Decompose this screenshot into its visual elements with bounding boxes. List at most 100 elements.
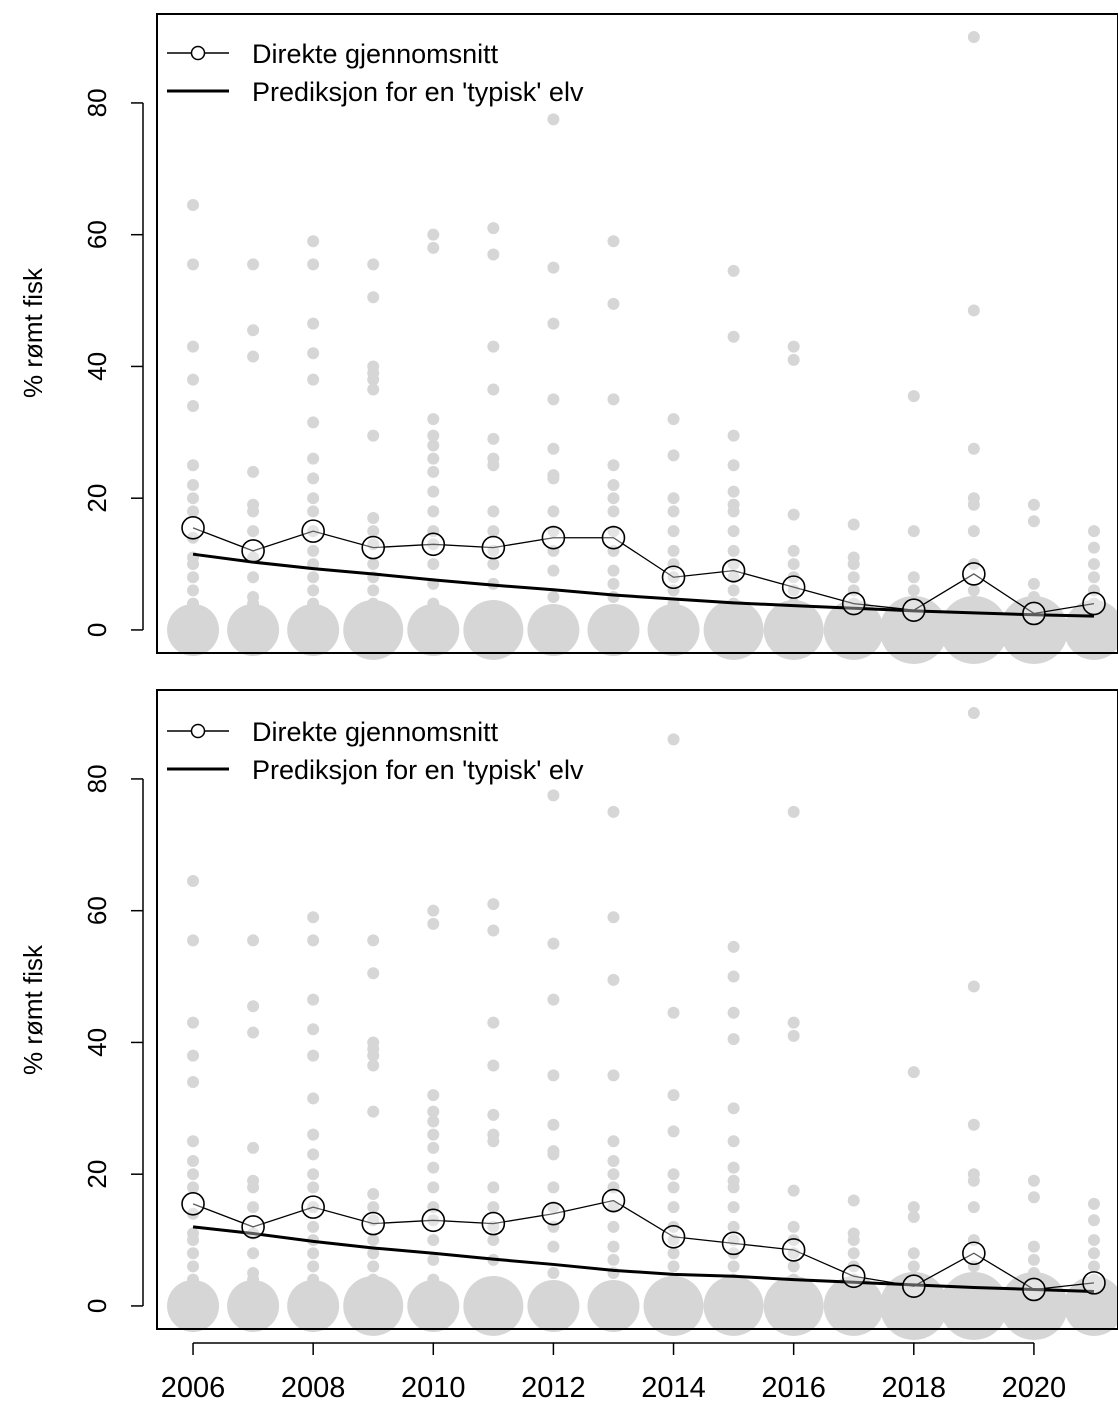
mean-marker (421, 532, 446, 557)
data-point (967, 498, 980, 511)
zero-cluster-point (287, 603, 340, 656)
data-point (607, 1220, 620, 1233)
data-point (247, 1000, 260, 1013)
data-point (667, 1089, 680, 1102)
data-point (1087, 1260, 1100, 1273)
data-point (607, 911, 620, 924)
data-point (547, 1267, 560, 1280)
mean-marker (301, 1195, 325, 1219)
data-point (187, 1207, 200, 1220)
data-point (367, 967, 380, 980)
data-point (247, 505, 260, 518)
data-point (667, 449, 680, 462)
legend: Direkte gjennomsnitt Prediksjon for en '… (167, 39, 584, 107)
data-point (307, 1148, 320, 1161)
mean-marker (301, 519, 325, 543)
mean-marker (661, 565, 686, 590)
data-point (247, 1181, 260, 1194)
data-point (187, 1049, 200, 1062)
data-point (907, 584, 920, 597)
data-point (787, 1184, 800, 1197)
data-point (967, 31, 980, 44)
data-point (787, 1029, 800, 1042)
mean-marker (241, 1215, 265, 1239)
x-tick-label: 2010 (401, 1372, 466, 1403)
data-point (427, 228, 440, 241)
data-point (967, 442, 980, 455)
data-point (547, 1118, 560, 1131)
data-point (667, 525, 680, 538)
data-point (367, 1105, 380, 1118)
data-point (907, 1066, 920, 1079)
plot-frame (156, 689, 1118, 1330)
data-point (307, 505, 320, 518)
data-point (727, 330, 740, 343)
legend: Direkte gjennomsnitt Prediksjon for en '… (167, 717, 584, 785)
y-tick-label: 20 (82, 484, 112, 513)
data-point (187, 934, 200, 947)
data-point (787, 1220, 800, 1233)
y-axis-ticks: 0 20 40 60 80 (82, 88, 144, 637)
data-point (427, 1105, 440, 1118)
data-point (667, 1260, 680, 1273)
zero-cluster-point (643, 1275, 704, 1336)
zero-cluster-point (823, 1275, 884, 1336)
data-point (187, 1016, 200, 1029)
data-point (187, 258, 200, 271)
zero-cluster-point (287, 1279, 340, 1332)
data-point (727, 1135, 740, 1148)
legend-marker-mean (190, 723, 206, 739)
data-point (367, 291, 380, 304)
data-point (187, 531, 200, 544)
data-point (487, 1016, 500, 1029)
zero-cluster-point (763, 1275, 824, 1336)
x-tick-label: 2014 (641, 1372, 706, 1403)
data-point (967, 707, 980, 720)
data-point (547, 789, 560, 802)
mean-line (192, 1199, 1095, 1291)
data-point (307, 258, 320, 271)
data-point (247, 934, 260, 947)
y-tick-label: 40 (82, 1028, 112, 1057)
data-point (727, 1220, 740, 1233)
data-point (307, 934, 320, 947)
zero-cluster-point (879, 1271, 948, 1340)
data-point (607, 297, 620, 310)
data-point (307, 544, 320, 557)
data-point (667, 505, 680, 518)
data-point (427, 452, 440, 465)
data-point (787, 805, 800, 818)
legend-label-mean: Direkte gjennomsnitt (252, 39, 499, 69)
zero-cluster-point (167, 603, 220, 656)
data-point (187, 1234, 200, 1247)
data-point (367, 429, 380, 442)
data-point (667, 544, 680, 557)
data-point (307, 1247, 320, 1260)
data-point (187, 1075, 200, 1088)
mean-marker (781, 1238, 806, 1262)
data-point (427, 1089, 440, 1102)
data-point (727, 544, 740, 557)
data-point (187, 399, 200, 412)
data-point (427, 558, 440, 571)
data-point (187, 571, 200, 584)
data-point (787, 571, 800, 584)
data-point (187, 875, 200, 888)
data-point (547, 505, 560, 518)
data-point (427, 1181, 440, 1194)
y-tick-label: 0 (82, 623, 112, 637)
data-point (907, 1247, 920, 1260)
zero-cluster-point (587, 603, 640, 656)
zero-cluster-point (343, 1275, 404, 1336)
data-point (727, 264, 740, 277)
zero-cluster-point (343, 599, 404, 660)
data-point (187, 1181, 200, 1194)
y-tick-label: 60 (82, 896, 112, 925)
mean-marker (721, 558, 746, 583)
data-point (367, 258, 380, 271)
zero-cluster-point (527, 603, 580, 656)
data-point (367, 934, 380, 947)
data-point (787, 558, 800, 571)
data-point (727, 485, 740, 498)
data-point (727, 525, 740, 538)
